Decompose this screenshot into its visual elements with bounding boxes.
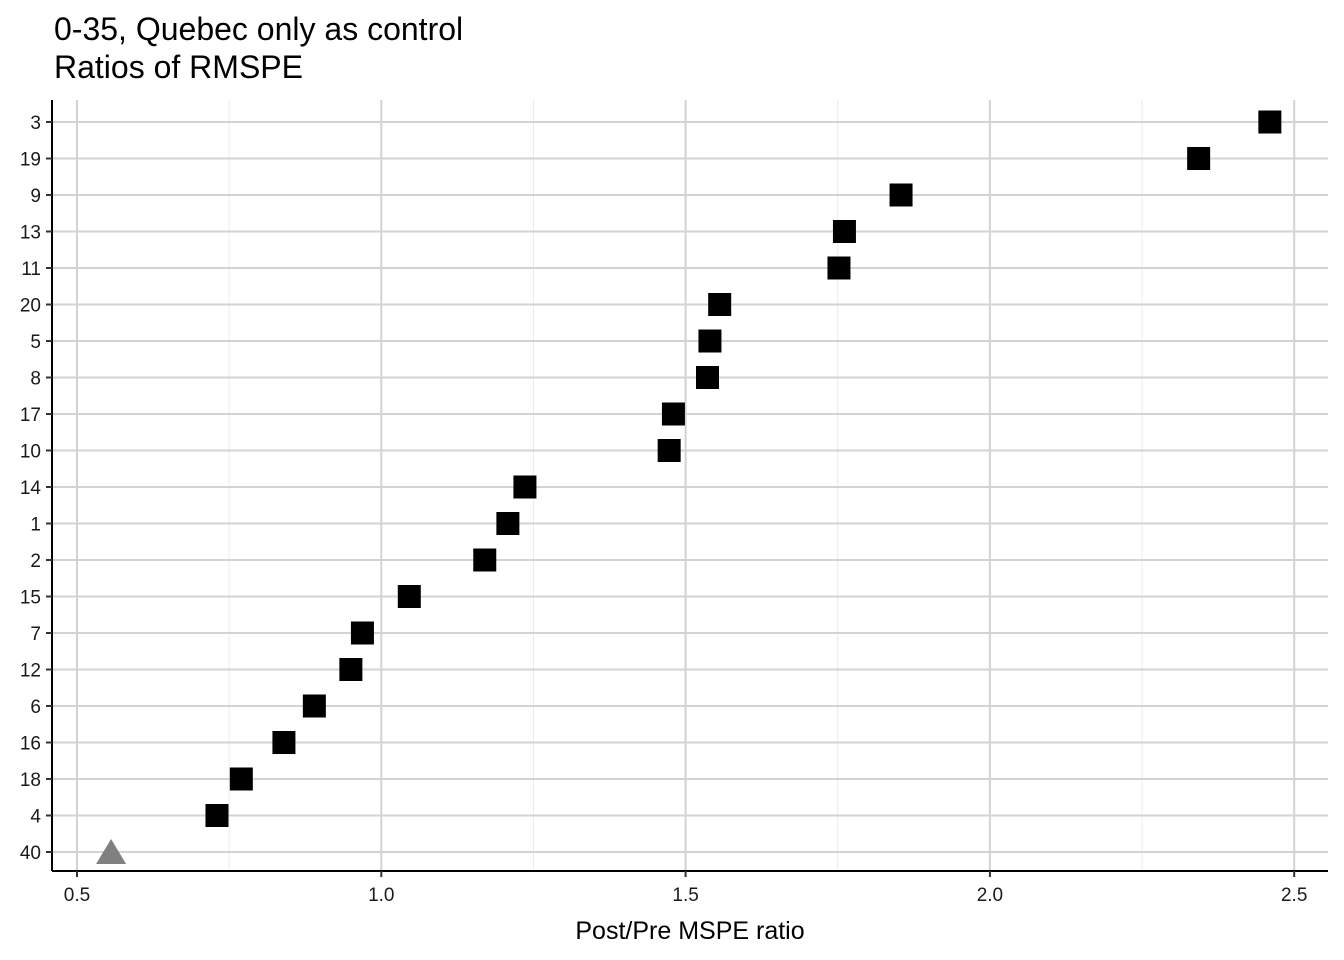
square-point	[827, 256, 851, 280]
square-point	[698, 329, 722, 353]
square-point	[657, 439, 681, 462]
square-point	[661, 402, 685, 426]
square-point	[229, 767, 253, 791]
square-point	[513, 475, 537, 499]
y-tick-label: 13	[20, 223, 41, 244]
y-tick-label: 15	[20, 588, 41, 609]
y-tick-label: 6	[30, 697, 41, 718]
y-tick-label: 18	[20, 770, 41, 791]
square-point	[889, 183, 913, 207]
y-tick-label: 40	[20, 843, 41, 864]
y-tick-label: 8	[30, 369, 41, 390]
data-points	[96, 110, 1282, 864]
y-tick-label: 3	[30, 113, 41, 134]
chart-subtitle: Ratios of RMSPE	[54, 49, 303, 85]
square-point	[832, 220, 856, 243]
x-tick-label: 0.5	[64, 885, 90, 906]
x-tick-label: 1.0	[368, 885, 394, 906]
y-tick-label: 2	[30, 551, 41, 572]
y-tick-label: 12	[20, 661, 41, 682]
square-point	[397, 585, 421, 608]
y-tick-label: 16	[20, 734, 41, 755]
x-tick-label: 1.5	[672, 885, 698, 906]
y-tick-label: 20	[20, 296, 41, 317]
y-tick-label: 19	[20, 150, 41, 171]
x-tick-label: 2.0	[977, 885, 1003, 906]
chart-title-block: 0-35, Quebec only as control Ratios of R…	[54, 10, 463, 86]
square-point	[302, 694, 326, 718]
grid-lines	[52, 100, 1328, 871]
square-point	[473, 548, 497, 572]
square-point	[272, 731, 296, 754]
y-tick-label: 9	[30, 186, 41, 207]
square-point	[708, 293, 732, 316]
x-tick-labels: 0.5 1.0 1.5 2.0 2.5	[64, 885, 1308, 906]
square-point	[1187, 147, 1211, 170]
y-tick-label: 1	[30, 515, 41, 536]
y-tick-label: 4	[30, 807, 41, 828]
axes	[46, 100, 1328, 877]
y-tick-label: 11	[21, 259, 41, 280]
x-tick-label: 2.5	[1281, 885, 1307, 906]
square-point	[350, 621, 374, 645]
square-point	[696, 366, 720, 389]
y-tick-label: 7	[30, 624, 41, 645]
chart-title: 0-35, Quebec only as control	[54, 11, 464, 47]
square-point	[339, 658, 363, 681]
square-point	[1258, 110, 1282, 134]
square-point	[205, 804, 229, 827]
square-point	[496, 512, 520, 535]
y-tick-label: 14	[20, 478, 42, 499]
y-tick-label: 5	[30, 332, 41, 353]
y-tick-label: 10	[20, 442, 41, 463]
triangle-point	[96, 839, 127, 864]
x-axis-title: Post/Pre MSPE ratio	[575, 917, 804, 945]
y-tick-label: 17	[20, 405, 41, 426]
